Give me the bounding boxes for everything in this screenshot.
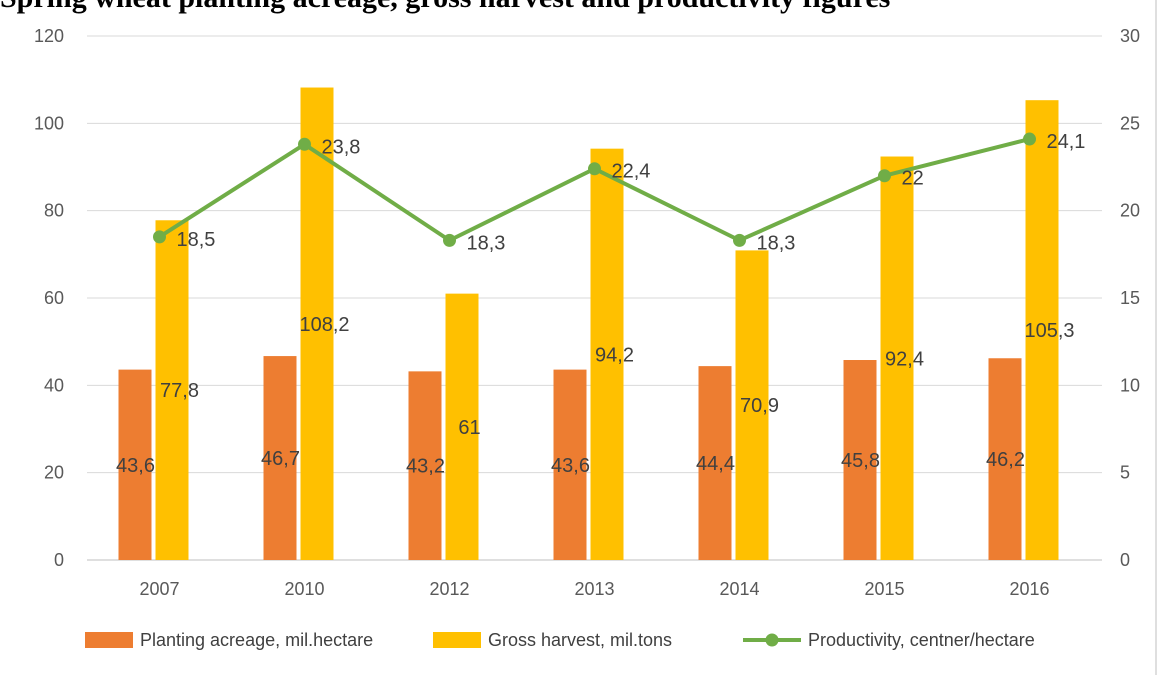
- harvest-bar: [735, 250, 769, 561]
- x-tick-label: 2010: [284, 579, 324, 599]
- y-left-tick-label: 60: [44, 288, 64, 308]
- y-left-tick-label: 80: [44, 201, 64, 221]
- y-left-tick-label: 100: [34, 113, 64, 133]
- productivity-data-label: 18,3: [757, 232, 796, 254]
- productivity-marker: [298, 137, 311, 151]
- acreage-data-label: 43,6: [116, 455, 155, 477]
- x-tick-label: 2015: [864, 579, 904, 599]
- acreage-bar: [988, 358, 1022, 560]
- acreage-data-label: 46,7: [261, 448, 300, 470]
- acreage-data-label: 43,6: [551, 455, 590, 477]
- harvest-data-label: 92,4: [885, 348, 924, 370]
- y-left-tick-label: 120: [34, 26, 64, 46]
- harvest-bar: [1025, 100, 1059, 560]
- productivity-marker: [588, 162, 601, 176]
- legend-swatch-acreage: [85, 632, 133, 648]
- acreage-bar: [843, 360, 877, 560]
- legend-label-harvest: Gross harvest, mil.tons: [488, 630, 672, 650]
- y-right-tick-label: 5: [1120, 463, 1130, 483]
- harvest-data-label: 105,3: [1024, 320, 1074, 342]
- y-right-tick-label: 10: [1120, 375, 1140, 395]
- harvest-data-label: 70,9: [740, 395, 779, 417]
- x-tick-label: 2007: [139, 579, 179, 599]
- legend-marker-productivity: [765, 633, 779, 647]
- x-tick-label: 2013: [574, 579, 614, 599]
- acreage-bar: [698, 366, 732, 560]
- harvest-data-label: 61: [458, 417, 480, 439]
- acreage-bar: [263, 356, 297, 560]
- data-labels-layer: 43,6 46,7 43,2 43,6 44,4 45,8 46,2 77,8 108,2 61 9…: [116, 131, 1085, 478]
- productivity-data-label: 24,1: [1047, 131, 1086, 153]
- harvest-bar: [445, 293, 479, 560]
- productivity-data-label: 18,3: [467, 232, 506, 254]
- y-right-tick-label: 0: [1120, 550, 1130, 570]
- y-right-tick-label: 25: [1120, 113, 1140, 133]
- legend: Planting acreage, mil.hectare Gross harve…: [85, 630, 1035, 650]
- acreage-bar: [553, 369, 587, 560]
- harvest-bar: [300, 87, 334, 560]
- productivity-marker: [443, 233, 456, 247]
- productivity-data-label: 23,8: [322, 136, 361, 158]
- productivity-data-label: 22,4: [612, 161, 651, 183]
- y-right-tick-label: 20: [1120, 201, 1140, 221]
- chart-title: Spring wheat planting acreage, gross har…: [0, 0, 1160, 18]
- x-tick-label: 2014: [719, 579, 759, 599]
- harvest-data-label: 108,2: [299, 314, 349, 336]
- productivity-marker: [153, 230, 166, 244]
- productivity-line-layer: [153, 132, 1036, 247]
- acreage-data-label: 45,8: [841, 450, 880, 472]
- acreage-bar: [408, 371, 442, 560]
- x-tick-label: 2016: [1009, 579, 1049, 599]
- acreage-data-label: 44,4: [696, 453, 735, 475]
- productivity-marker: [733, 233, 746, 247]
- harvest-data-label: 77,8: [160, 380, 199, 402]
- axis-labels: 0 20 40 60 80 100 120 0 5 10 15 20 25 30 2007 2010 2012 2…: [34, 26, 1140, 599]
- productivity-data-label: 22: [902, 168, 924, 190]
- productivity-data-label: 18,5: [177, 229, 216, 251]
- y-right-tick-label: 30: [1120, 26, 1140, 46]
- acreage-data-label: 43,2: [406, 456, 445, 478]
- harvest-bar: [590, 148, 624, 560]
- legend-swatch-harvest: [433, 632, 481, 648]
- harvest-data-label: 94,2: [595, 344, 634, 366]
- acreage-data-label: 46,2: [986, 449, 1025, 471]
- y-left-tick-label: 40: [44, 375, 64, 395]
- harvest-bar: [155, 220, 189, 561]
- y-right-tick-label: 15: [1120, 288, 1140, 308]
- bars-layer: [118, 87, 1059, 561]
- y-left-tick-label: 20: [44, 463, 64, 483]
- legend-label-acreage: Planting acreage, mil.hectare: [140, 630, 373, 650]
- x-tick-label: 2012: [429, 579, 469, 599]
- harvest-bar: [880, 156, 914, 560]
- y-left-tick-label: 0: [54, 550, 64, 570]
- legend-label-productivity: Productivity, centner/hectare: [808, 630, 1035, 650]
- productivity-marker: [878, 169, 891, 183]
- acreage-bar: [118, 369, 152, 560]
- productivity-marker: [1023, 132, 1036, 146]
